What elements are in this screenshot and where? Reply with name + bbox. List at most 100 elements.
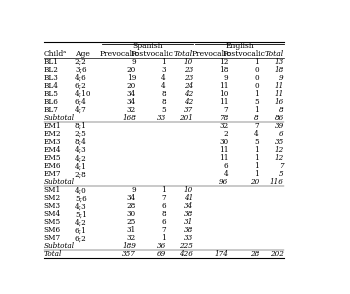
Text: 5: 5 — [161, 106, 166, 114]
Text: 9: 9 — [279, 74, 284, 82]
Text: Childᵃ: Childᵃ — [44, 50, 67, 58]
Text: 7: 7 — [254, 122, 259, 130]
Text: BL6: BL6 — [44, 98, 59, 106]
Text: 4;10: 4;10 — [75, 90, 91, 98]
Text: 201: 201 — [179, 114, 193, 122]
Text: 41: 41 — [184, 194, 193, 202]
Text: 7: 7 — [161, 226, 166, 234]
Text: 9: 9 — [131, 186, 136, 194]
Text: 7: 7 — [161, 194, 166, 202]
Text: EM6: EM6 — [44, 162, 61, 170]
Text: 4;6: 4;6 — [75, 74, 87, 82]
Text: 1: 1 — [254, 106, 259, 114]
Text: 31: 31 — [127, 226, 136, 234]
Text: 8: 8 — [161, 98, 166, 106]
Text: SM5: SM5 — [44, 218, 61, 226]
Text: BL4: BL4 — [44, 82, 59, 90]
Text: 6: 6 — [224, 162, 228, 170]
Text: 4: 4 — [224, 170, 228, 178]
Text: EM7: EM7 — [44, 170, 61, 178]
Text: BL2: BL2 — [44, 66, 59, 74]
Text: 4;7: 4;7 — [75, 106, 87, 114]
Text: 3;6: 3;6 — [75, 66, 86, 74]
Text: 20: 20 — [250, 178, 259, 186]
Text: 4;3: 4;3 — [75, 202, 86, 210]
Text: 32: 32 — [219, 122, 228, 130]
Text: 3: 3 — [161, 66, 166, 74]
Text: 4;3: 4;3 — [75, 146, 86, 154]
Text: Subtotal: Subtotal — [44, 178, 75, 186]
Text: 39: 39 — [274, 122, 284, 130]
Text: 10: 10 — [184, 186, 193, 194]
Text: 116: 116 — [270, 178, 284, 186]
Text: 36: 36 — [156, 242, 166, 250]
Text: 11: 11 — [219, 146, 228, 154]
Text: BL1: BL1 — [44, 58, 59, 66]
Text: 174: 174 — [214, 250, 228, 258]
Text: 7: 7 — [279, 162, 284, 170]
Text: BL7: BL7 — [44, 106, 59, 114]
Text: 4: 4 — [161, 74, 166, 82]
Text: 5;1: 5;1 — [75, 210, 87, 218]
Text: 30: 30 — [127, 210, 136, 218]
Text: 168: 168 — [122, 114, 136, 122]
Text: 20: 20 — [127, 66, 136, 74]
Text: 7: 7 — [224, 106, 228, 114]
Text: 5: 5 — [254, 138, 259, 146]
Text: 11: 11 — [274, 82, 284, 90]
Text: 18: 18 — [274, 66, 284, 74]
Text: 13: 13 — [274, 58, 284, 66]
Text: 11: 11 — [274, 90, 284, 98]
Text: 34: 34 — [127, 194, 136, 202]
Text: 8;4: 8;4 — [75, 138, 87, 146]
Text: 1: 1 — [254, 146, 259, 154]
Text: 11: 11 — [219, 82, 228, 90]
Text: 30: 30 — [219, 138, 228, 146]
Text: 1: 1 — [254, 162, 259, 170]
Text: English: English — [225, 42, 254, 50]
Text: 2: 2 — [224, 130, 228, 138]
Text: EM4: EM4 — [44, 146, 61, 154]
Text: 38: 38 — [184, 226, 193, 234]
Text: 2;2: 2;2 — [75, 58, 87, 66]
Text: 8;1: 8;1 — [75, 122, 87, 130]
Text: 42: 42 — [184, 98, 193, 106]
Text: 6: 6 — [279, 130, 284, 138]
Text: 28: 28 — [127, 202, 136, 210]
Text: BL3: BL3 — [44, 74, 58, 82]
Text: 10: 10 — [184, 58, 193, 66]
Text: 6;2: 6;2 — [75, 234, 87, 242]
Text: Total: Total — [265, 50, 284, 58]
Text: 34: 34 — [127, 98, 136, 106]
Text: 4: 4 — [254, 130, 259, 138]
Text: SM3: SM3 — [44, 202, 61, 210]
Text: 11: 11 — [219, 154, 228, 162]
Text: EM1: EM1 — [44, 122, 61, 130]
Text: 19: 19 — [127, 74, 136, 82]
Text: 1: 1 — [161, 234, 166, 242]
Text: 4: 4 — [161, 82, 166, 90]
Text: Subtotal: Subtotal — [44, 114, 75, 122]
Text: 42: 42 — [184, 90, 193, 98]
Text: 0: 0 — [254, 74, 259, 82]
Text: 6: 6 — [161, 218, 166, 226]
Text: 9: 9 — [131, 58, 136, 66]
Text: 202: 202 — [270, 250, 284, 258]
Text: 23: 23 — [184, 66, 193, 74]
Text: 24: 24 — [184, 82, 193, 90]
Text: 1: 1 — [161, 186, 166, 194]
Text: 0: 0 — [254, 66, 259, 74]
Text: 34: 34 — [127, 90, 136, 98]
Text: SM4: SM4 — [44, 210, 61, 218]
Text: SM6: SM6 — [44, 226, 61, 234]
Text: 5;6: 5;6 — [75, 194, 87, 202]
Text: 8: 8 — [254, 114, 259, 122]
Text: 20: 20 — [127, 82, 136, 90]
Text: SM1: SM1 — [44, 186, 61, 194]
Text: 0: 0 — [254, 82, 259, 90]
Text: 1: 1 — [254, 58, 259, 66]
Text: 32: 32 — [127, 106, 136, 114]
Text: BL5: BL5 — [44, 90, 59, 98]
Text: 225: 225 — [179, 242, 193, 250]
Text: Prevocalic: Prevocalic — [99, 50, 139, 58]
